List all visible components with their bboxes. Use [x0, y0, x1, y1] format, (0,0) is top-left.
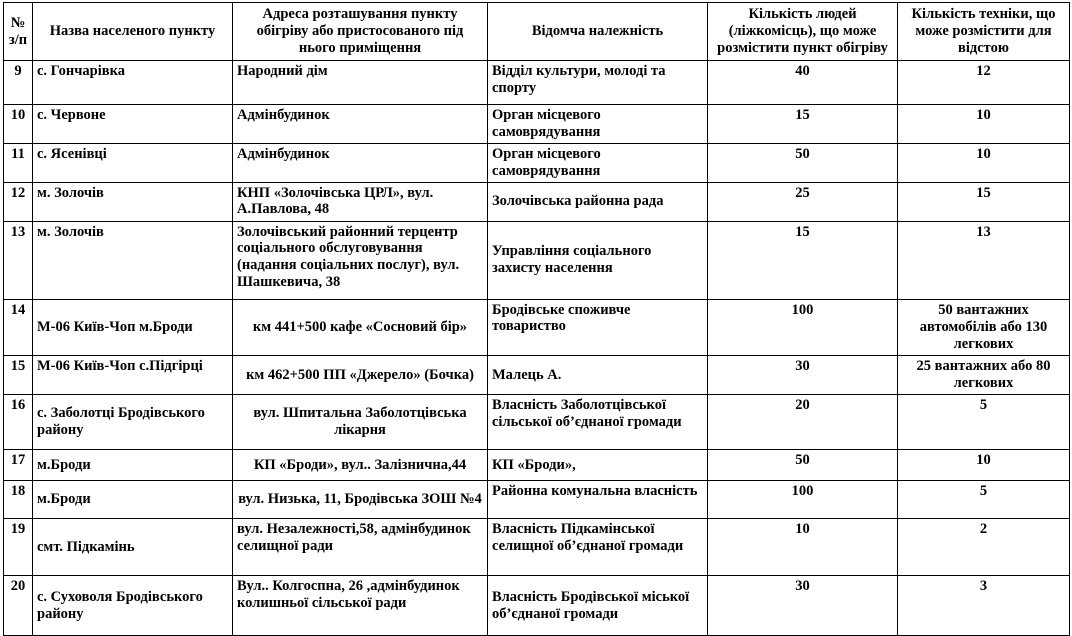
cell-people-capacity: 50: [707, 142, 898, 183]
cell-department: Відділ культури, молоді та спорту: [487, 60, 708, 106]
cell-department: КП «Броди»,: [487, 449, 708, 482]
cell-number: 20: [3, 575, 33, 636]
cell-people-capacity: 30: [707, 354, 898, 396]
cell-vehicle-capacity: 10: [897, 142, 1070, 183]
cell-number: 17: [3, 449, 33, 482]
table-row: 15 М-06 Київ-Чоп с.Підгірці км 462+500 П…: [3, 354, 1070, 396]
cell-vehicle-capacity: 15: [897, 181, 1070, 222]
cell-department: Власність Заболотцівської сільської об’є…: [487, 394, 708, 451]
cell-people-capacity: 20: [707, 394, 898, 451]
cell-people-capacity: 15: [707, 104, 898, 144]
table-row: 16 с. Заболотці Бродівського району вул.…: [3, 394, 1070, 451]
cell-people-capacity: 15: [707, 220, 898, 300]
table-row: 19 смт. Підкамінь вул. Незалежності,58, …: [3, 518, 1070, 577]
table-row: 10 с. Червоне Адмінбудинок Орган місцево…: [3, 104, 1070, 144]
table-body: 9 с. Гончарівка Народний дім Відділ куль…: [3, 60, 1070, 636]
column-header-settlement: Назва населеного пункту: [32, 1, 233, 62]
cell-department: Малець А.: [487, 354, 708, 396]
cell-number: 15: [3, 354, 33, 396]
cell-settlement: с. Червоне: [32, 104, 233, 144]
cell-people-capacity: 40: [707, 60, 898, 106]
cell-vehicle-capacity: 12: [897, 60, 1070, 106]
cell-address: Золочівський районний терцентр соціально…: [232, 220, 488, 300]
cell-people-capacity: 10: [707, 518, 898, 577]
table-header: № з/п Назва населеного пункту Адреса роз…: [3, 1, 1070, 62]
cell-address: Народний дім: [232, 60, 488, 106]
table-row: 13 м. Золочів Золочівський районний терц…: [3, 220, 1070, 300]
cell-number: 9: [3, 60, 33, 106]
cell-department: Власність Бродівської міської об’єднаної…: [487, 575, 708, 636]
cell-settlement: М-06 Київ-Чоп м.Броди: [32, 298, 233, 356]
cell-vehicle-capacity: 10: [897, 449, 1070, 482]
cell-people-capacity: 50: [707, 449, 898, 482]
table-row: 17 м.Броди КП «Броди», вул.. Залізнична,…: [3, 449, 1070, 482]
cell-settlement: м.Броди: [32, 449, 233, 482]
table-row: 18 м.Броди вул. Низька, 11, Бродівська З…: [3, 480, 1070, 520]
cell-department: Управління соціального захисту населення: [487, 220, 708, 300]
cell-vehicle-capacity: 50 вантажних автомобілів або 130 легкови…: [897, 298, 1070, 356]
cell-settlement: с. Заболотці Бродівського району: [32, 394, 233, 451]
cell-address: Адмінбудинок: [232, 104, 488, 144]
table-row: 11 с. Ясенівці Адмінбудинок Орган місцев…: [3, 142, 1070, 183]
cell-number: 12: [3, 181, 33, 222]
cell-vehicle-capacity: 2: [897, 518, 1070, 577]
column-header-number-line1: №: [10, 14, 26, 31]
table-row: 20 с. Суховоля Бродівського району Вул..…: [3, 575, 1070, 636]
cell-vehicle-capacity: 5: [897, 480, 1070, 520]
cell-people-capacity: 100: [707, 480, 898, 520]
column-header-address: Адреса розташування пункту обігріву або …: [232, 1, 488, 62]
cell-settlement: с. Суховоля Бродівського району: [32, 575, 233, 636]
cell-vehicle-capacity: 3: [897, 575, 1070, 636]
cell-people-capacity: 30: [707, 575, 898, 636]
cell-department: Орган місцевого самоврядування: [487, 142, 708, 183]
cell-number: 13: [3, 220, 33, 300]
cell-settlement: с. Ясенівці: [32, 142, 233, 183]
cell-vehicle-capacity: 25 вантажних або 80 легкових: [897, 354, 1070, 396]
cell-vehicle-capacity: 10: [897, 104, 1070, 144]
column-header-department: Відомча належність: [487, 1, 708, 62]
cell-address: КНП «Золочівська ЦРЛ», вул. А.Павлова, 4…: [232, 181, 488, 222]
cell-people-capacity: 25: [707, 181, 898, 222]
cell-department: Районна комунальна власність: [487, 480, 708, 520]
cell-number: 10: [3, 104, 33, 144]
cell-number: 19: [3, 518, 33, 577]
cell-address: км 441+500 кафе «Сосновий бір»: [232, 298, 488, 356]
column-header-number: № з/п: [3, 1, 33, 62]
cell-address: вул. Низька, 11, Бродівська ЗОШ №4: [232, 480, 488, 520]
column-header-people-capacity: Кількість людей (ліжкомісць), що може ро…: [707, 1, 898, 62]
table-row: 9 с. Гончарівка Народний дім Відділ куль…: [3, 60, 1070, 106]
cell-department: Бродівське споживче товариство: [487, 298, 708, 356]
cell-settlement: м. Золочів: [32, 181, 233, 222]
column-header-number-line2: з/п: [8, 31, 28, 48]
table-row: 12 м. Золочів КНП «Золочівська ЦРЛ», вул…: [3, 181, 1070, 222]
cell-address: км 462+500 ПП «Джерело» (Бочка): [232, 354, 488, 396]
cell-department: Золочівська районна рада: [487, 181, 708, 222]
cell-department: Орган місцевого самоврядування: [487, 104, 708, 144]
column-header-vehicle-capacity: Кількість техніки, що може розмістити дл…: [897, 1, 1070, 62]
cell-address: вул. Незалежності,58, адмінбудинок селищ…: [232, 518, 488, 577]
cell-settlement: м.Броди: [32, 480, 233, 520]
cell-settlement: с. Гончарівка: [32, 60, 233, 106]
cell-vehicle-capacity: 13: [897, 220, 1070, 300]
cell-vehicle-capacity: 5: [897, 394, 1070, 451]
table-header-row: № з/п Назва населеного пункту Адреса роз…: [3, 1, 1070, 62]
cell-number: 11: [3, 142, 33, 183]
cell-address: Адмінбудинок: [232, 142, 488, 183]
table-row: 14 М-06 Київ-Чоп м.Броди км 441+500 кафе…: [3, 298, 1070, 356]
cell-settlement: м. Золочів: [32, 220, 233, 300]
cell-people-capacity: 100: [707, 298, 898, 356]
cell-number: 16: [3, 394, 33, 451]
cell-number: 14: [3, 298, 33, 356]
cell-settlement: М-06 Київ-Чоп с.Підгірці: [32, 354, 233, 396]
cell-number: 18: [3, 480, 33, 520]
cell-address: вул. Шпитальна Заболотцівська лікарня: [232, 394, 488, 451]
cell-department: Власність Підкамінської селищної об’єдна…: [487, 518, 708, 577]
cell-settlement: смт. Підкамінь: [32, 518, 233, 577]
heating-points-table: № з/п Назва населеного пункту Адреса роз…: [3, 1, 1070, 636]
cell-address: КП «Броди», вул.. Залізнична,44: [232, 449, 488, 482]
cell-address: Вул.. Колгоспна, 26 ,адмінбудинок колишн…: [232, 575, 488, 636]
